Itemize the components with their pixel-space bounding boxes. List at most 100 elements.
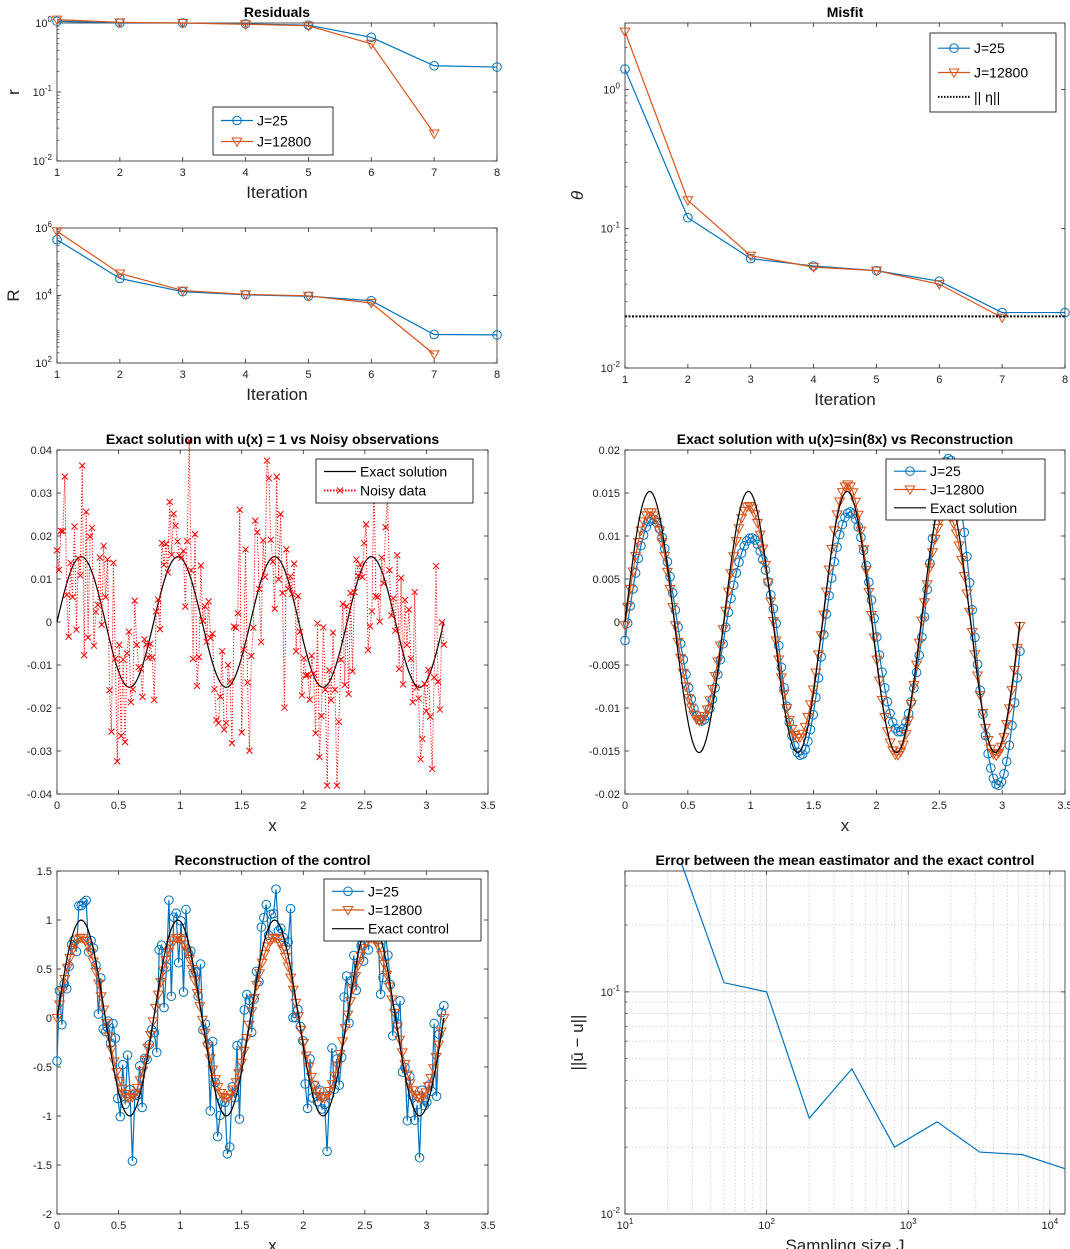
data-point <box>439 1000 449 1011</box>
data-point <box>212 1083 224 1093</box>
data-point <box>171 908 182 919</box>
data-point <box>288 1012 298 1023</box>
data-point <box>230 623 238 630</box>
data-point <box>396 1048 408 1059</box>
data-point <box>108 1057 120 1068</box>
data-point <box>625 601 636 611</box>
data-point <box>53 547 61 554</box>
x-tick-label: 104 <box>1041 1217 1058 1232</box>
data-point <box>162 540 170 548</box>
data-point <box>648 511 660 522</box>
y-tick-label: 0.005 <box>592 574 620 586</box>
chart-error: 101 102 103 104 10-2 10-1 Error between the me… <box>568 852 1066 1249</box>
data-point <box>399 1060 411 1070</box>
data-point <box>872 632 882 642</box>
data-point <box>433 1040 445 1051</box>
legend-label: J=12800 <box>257 134 311 150</box>
data-point <box>119 656 127 663</box>
x-axis-label: Iteration <box>814 390 875 409</box>
data-point <box>193 682 201 690</box>
y-tick-label: 100 <box>35 15 52 30</box>
data-point <box>284 585 292 593</box>
data-point <box>393 551 401 559</box>
data-point <box>672 637 684 648</box>
y-tick-label: -0.015 <box>589 746 620 758</box>
series-line <box>680 862 1066 1170</box>
x-tick-label: 0 <box>622 800 628 812</box>
y-tick-label: -0.02 <box>27 703 52 715</box>
data-point <box>279 589 286 597</box>
y-axis-label: θ <box>568 190 587 200</box>
x-axis-label: x <box>268 816 277 835</box>
x-tick-label: 0.5 <box>680 800 695 812</box>
data-point <box>154 596 162 604</box>
data-point <box>339 992 349 1002</box>
axes-box <box>624 870 1066 1215</box>
data-point <box>747 533 758 543</box>
data-point <box>929 534 941 545</box>
data-point <box>333 782 341 789</box>
data-point <box>767 616 780 627</box>
data-point <box>932 523 944 534</box>
data-point <box>332 1054 342 1064</box>
data-point <box>857 545 870 556</box>
y-tick-label: 106 <box>35 220 52 235</box>
data-point <box>147 1017 159 1028</box>
data-point <box>227 1085 240 1096</box>
data-point <box>275 576 282 583</box>
data-point <box>61 473 69 480</box>
data-point <box>201 1042 214 1052</box>
y-tick-label: -0.005 <box>589 660 620 672</box>
data-point <box>201 603 209 610</box>
data-point <box>701 705 713 716</box>
legend-marker <box>343 886 353 897</box>
data-point <box>285 903 296 914</box>
x-tick-label: 2 <box>117 167 123 179</box>
data-point <box>622 618 633 628</box>
data-point <box>257 638 265 646</box>
x-tick-label: 2.5 <box>357 800 372 812</box>
data-point <box>343 602 351 610</box>
data-point <box>362 521 370 528</box>
data-point <box>682 196 694 207</box>
y-tick-label: 104 <box>35 288 52 303</box>
data-point <box>261 942 273 953</box>
legend-label: J=12800 <box>974 65 1028 81</box>
data-point <box>868 633 880 644</box>
data-point <box>645 508 658 519</box>
data-point <box>834 497 846 508</box>
data-point <box>745 253 756 264</box>
chart-title: Exact solution with u(x) = 1 vs Noisy ob… <box>106 431 440 447</box>
data-point <box>982 736 994 746</box>
data-point <box>698 711 711 722</box>
legend-label: || η|| <box>974 89 1000 105</box>
chart-title: Error between the mean eastimator and th… <box>656 852 1035 868</box>
data-point <box>55 566 63 574</box>
data-point <box>329 629 337 636</box>
data-point <box>1060 307 1070 318</box>
data-point <box>232 1040 242 1051</box>
data-point <box>339 1024 351 1034</box>
data-point <box>386 566 393 574</box>
chart-residuals: 1 2 3 4 5 6 7 8 10-2 10-1 100 Residuals Iteration r J=… <box>4 4 502 202</box>
data-point <box>277 510 284 518</box>
data-point <box>788 731 801 741</box>
data-point <box>204 1054 216 1065</box>
data-point <box>310 670 317 677</box>
x-tick-label: 2 <box>300 800 306 812</box>
data-point <box>185 437 193 445</box>
data-point <box>683 212 693 223</box>
data-point <box>63 591 71 599</box>
data-point <box>921 580 933 591</box>
data-point <box>635 526 647 537</box>
data-point <box>409 1115 420 1125</box>
x-tick-label: 4 <box>243 369 249 381</box>
data-point <box>308 1081 320 1092</box>
data-point <box>955 555 968 566</box>
data-point <box>302 21 315 32</box>
data-point <box>54 985 65 996</box>
chart-misfit: 1 2 3 4 5 6 7 810-210-1100MisfitIterationθJ=25J… <box>568 4 1070 409</box>
data-point <box>734 557 744 567</box>
series-2 <box>56 919 445 1117</box>
data-point <box>191 530 199 538</box>
